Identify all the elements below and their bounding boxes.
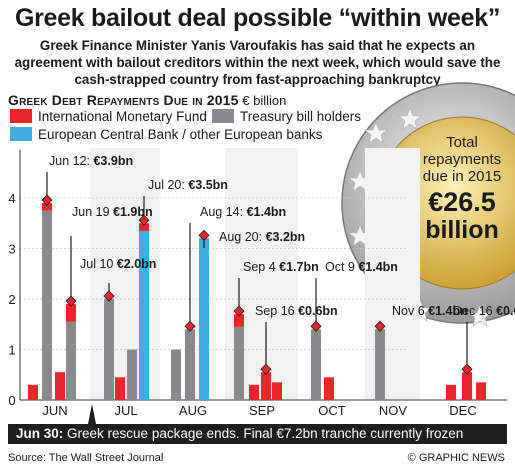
month-band-nov bbox=[365, 148, 420, 400]
annotation-marker-icon bbox=[103, 290, 115, 302]
x-tick-label-oct: OCT bbox=[318, 403, 346, 418]
legend-swatch-ecb bbox=[10, 127, 32, 141]
annotation-label: Aug 14: €1.4bn bbox=[200, 205, 286, 219]
total-line2: repayments bbox=[423, 151, 501, 168]
legend-label-imf: International Monetary Fund bbox=[38, 109, 207, 124]
bar-imf-jul bbox=[139, 223, 149, 231]
annotation-marker-icon bbox=[461, 363, 473, 375]
bar-treasury-nov bbox=[375, 329, 385, 400]
total-unit: billion bbox=[425, 216, 499, 244]
bar-imf-sep bbox=[261, 372, 271, 400]
bar-imf-sep bbox=[249, 384, 259, 400]
bar-treasury-aug bbox=[185, 329, 195, 400]
bar-imf-dec bbox=[462, 372, 472, 400]
annotation-marker-icon bbox=[138, 214, 150, 226]
bar-treasury-aug bbox=[171, 349, 181, 400]
bar-treasury-jun bbox=[42, 210, 52, 400]
bar-treasury-jul bbox=[104, 299, 114, 400]
y-tick-label: 0 bbox=[8, 393, 15, 408]
rescue-package-banner: Jun 30: Greek rescue package ends. Final… bbox=[8, 424, 507, 444]
annotation-label: Sep 4 €1.7bn bbox=[243, 260, 319, 274]
bar-treasury-oct bbox=[311, 329, 321, 400]
page-title: Greek bailout deal possible “within week… bbox=[14, 4, 501, 32]
bar-imf-dec bbox=[476, 382, 486, 400]
chart-section-title: Greek Debt Repayments Due in 2015 € bill… bbox=[8, 92, 286, 108]
x-tick-label-nov: NOV bbox=[379, 403, 408, 418]
annotation-label: Jul 10 €2.0bn bbox=[80, 257, 156, 271]
source-note: Source: The Wall Street Journal bbox=[8, 452, 164, 464]
credit-note: © GRAPHIC NEWS bbox=[407, 452, 505, 464]
x-tick-label-sep: SEP bbox=[249, 403, 275, 418]
chart-bars bbox=[28, 203, 486, 400]
annotation-label: Oct 9 €1.4bn bbox=[325, 260, 398, 274]
banner-date: Jun 30: bbox=[16, 426, 64, 441]
legend-label-ecb: European Central Bank / other European b… bbox=[38, 127, 323, 142]
y-tick-label: 1 bbox=[8, 343, 15, 358]
annotation-label: Dec 16 €0.6bn bbox=[453, 304, 515, 318]
x-tick-label-jun: JUN bbox=[42, 403, 67, 418]
bar-ecb-jul bbox=[139, 230, 149, 400]
annotation-label: Sep 16 €0.6bn bbox=[255, 304, 338, 318]
annotation-marker-icon bbox=[41, 194, 53, 206]
chart-title: Greek Debt Repayments Due in 2015 bbox=[8, 92, 239, 108]
annotation-marker-icon bbox=[310, 320, 322, 332]
annotation-label: Aug 20: €3.2bn bbox=[219, 230, 305, 244]
bar-treasury-jun bbox=[66, 321, 76, 400]
annotation-label: Jun 12: €3.9bn bbox=[49, 154, 133, 168]
x-tick-label-dec: DEC bbox=[449, 403, 476, 418]
legend-item-treasury: Treasury bill holders bbox=[212, 109, 361, 124]
total-line1: Total bbox=[446, 134, 478, 151]
bar-ecb-aug bbox=[199, 238, 209, 400]
legend-item-ecb: European Central Bank / other European b… bbox=[10, 127, 322, 142]
legend-swatch-imf bbox=[10, 109, 32, 123]
bar-imf-sep bbox=[234, 314, 244, 327]
annotation-marker-icon bbox=[374, 320, 386, 332]
y-tick-label: 4 bbox=[8, 191, 15, 206]
annotation-marker-icon bbox=[65, 295, 77, 307]
annotation-marker-icon bbox=[184, 320, 196, 332]
x-tick-label-aug: AUG bbox=[179, 403, 207, 418]
chart-annotations: Jun 12: €3.9bn Jun 19 €1.9bn Jul 10 €2.0bn… bbox=[41, 154, 515, 375]
bar-imf-jun bbox=[28, 384, 38, 400]
bar-imf-dec bbox=[446, 384, 456, 400]
y-tick-label: 3 bbox=[8, 242, 15, 257]
bar-imf-jun bbox=[66, 304, 76, 322]
total-line3: due in 2015 bbox=[423, 168, 501, 185]
bar-imf-jun bbox=[42, 203, 52, 211]
legend-label-treasury: Treasury bill holders bbox=[240, 109, 362, 124]
bar-imf-oct bbox=[324, 377, 334, 400]
bar-treasury-sep bbox=[234, 326, 244, 400]
chart-unit: € billion bbox=[242, 93, 287, 108]
banner-pointer-icon bbox=[88, 404, 96, 424]
annotation-label: Nov 6 €1.4bn bbox=[392, 304, 468, 318]
total-callout: Total repayments due in 2015 €26.5 billi… bbox=[423, 134, 501, 244]
legend-item-imf: International Monetary Fund bbox=[10, 109, 207, 124]
annotation-marker-icon bbox=[260, 363, 272, 375]
bar-imf-jul bbox=[115, 377, 125, 400]
annotation-marker-icon bbox=[198, 229, 210, 241]
bar-imf-jun bbox=[55, 372, 65, 400]
x-axis: JUN JUL AUG SEP OCT NOV DEC bbox=[42, 403, 477, 424]
bar-treasury-jul bbox=[127, 349, 137, 400]
chart-grid bbox=[20, 148, 420, 400]
annotation-label: Jul 20: €3.5bn bbox=[148, 178, 228, 192]
bar-imf-sep bbox=[272, 382, 282, 400]
legend-swatch-treasury bbox=[212, 109, 234, 123]
banner-text: Greek rescue package ends. Final €7.2bn … bbox=[67, 426, 464, 441]
annotation-label: Jun 19 €1.9bn bbox=[72, 205, 153, 219]
total-amount: €26.5 bbox=[428, 187, 496, 217]
annotation-marker-icon bbox=[233, 305, 245, 317]
x-tick-label-jul: JUL bbox=[114, 403, 137, 418]
y-tick-label: 2 bbox=[8, 292, 15, 307]
page-subtitle: Greek Finance Minister Yanis Varoufakis … bbox=[14, 38, 501, 87]
